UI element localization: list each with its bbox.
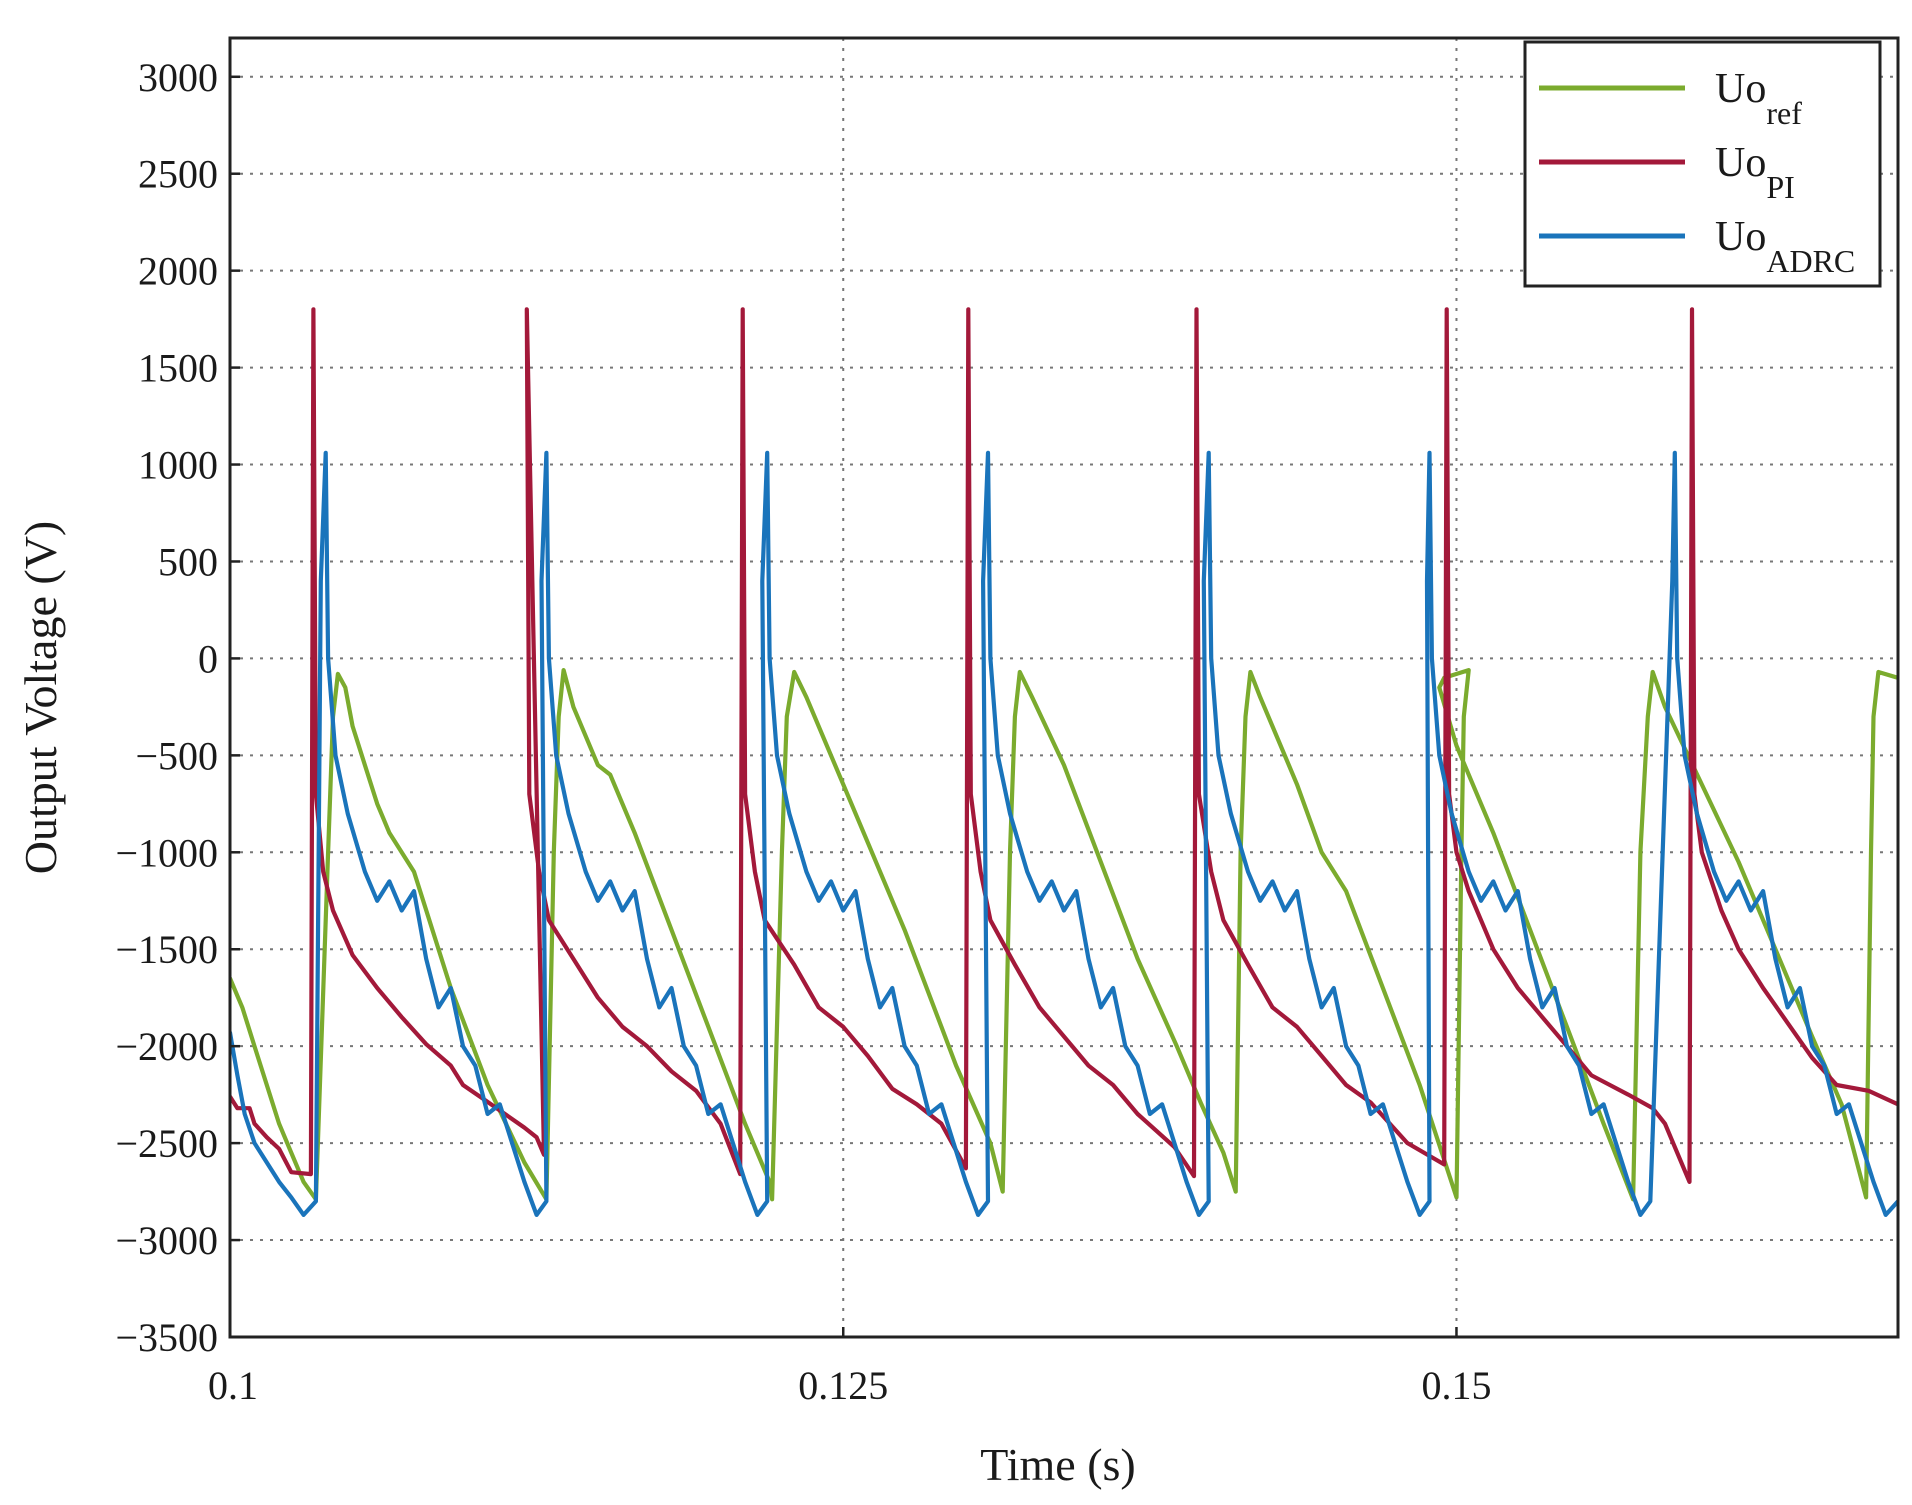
y-tick-label: −1500 [115, 927, 218, 972]
y-tick-label: 2500 [138, 152, 218, 197]
x-tick-label: 0.125 [798, 1363, 888, 1408]
tick-layer: 3000 2500 2000 1500 1000 500 0 −500 −1000 −1500 −2… [115, 55, 1491, 1408]
series-line-uo-pi [230, 307, 1898, 1184]
x-axis-label: Time (s) [980, 1439, 1136, 1490]
y-tick-label: 1000 [138, 443, 218, 488]
y-tick-label: −2000 [115, 1024, 218, 1069]
y-tick-label: −2500 [115, 1121, 218, 1166]
legend-label-uo-ref: Uoref [1715, 66, 1802, 131]
legend-label-uo-adrc: UoADRC [1715, 214, 1855, 279]
y-tick-label: −500 [135, 733, 218, 778]
legend-label-sub: ref [1766, 95, 1802, 131]
series-line-uo-ref [230, 668, 1898, 1202]
y-tick-label: −3500 [115, 1315, 218, 1360]
y-tick-label: 1500 [138, 346, 218, 391]
series-layer [230, 307, 1898, 1217]
legend-label-uo-pi: UoPI [1715, 140, 1795, 205]
plot-frame [228, 36, 1900, 1339]
y-tick-label: 3000 [138, 55, 218, 100]
y-tick-label: 2000 [138, 249, 218, 294]
y-axis-label: Output Voltage (V) [15, 521, 66, 875]
y-tick-label: −3000 [115, 1218, 218, 1263]
series-line-uo-adrc [230, 450, 1898, 1217]
x-tick-label: 0.1 [208, 1363, 258, 1408]
y-tick-label: −1000 [115, 830, 218, 875]
legend-label-main: Uo [1715, 140, 1766, 186]
legend-label-main: Uo [1715, 214, 1766, 260]
y-tick-label: 0 [198, 636, 218, 681]
x-tick-label: 0.15 [1421, 1363, 1491, 1408]
y-tick-label: 500 [158, 539, 218, 584]
legend-label-main: Uo [1715, 66, 1766, 112]
legend-label-sub: ADRC [1766, 243, 1855, 279]
legend-label-sub: PI [1766, 169, 1794, 205]
